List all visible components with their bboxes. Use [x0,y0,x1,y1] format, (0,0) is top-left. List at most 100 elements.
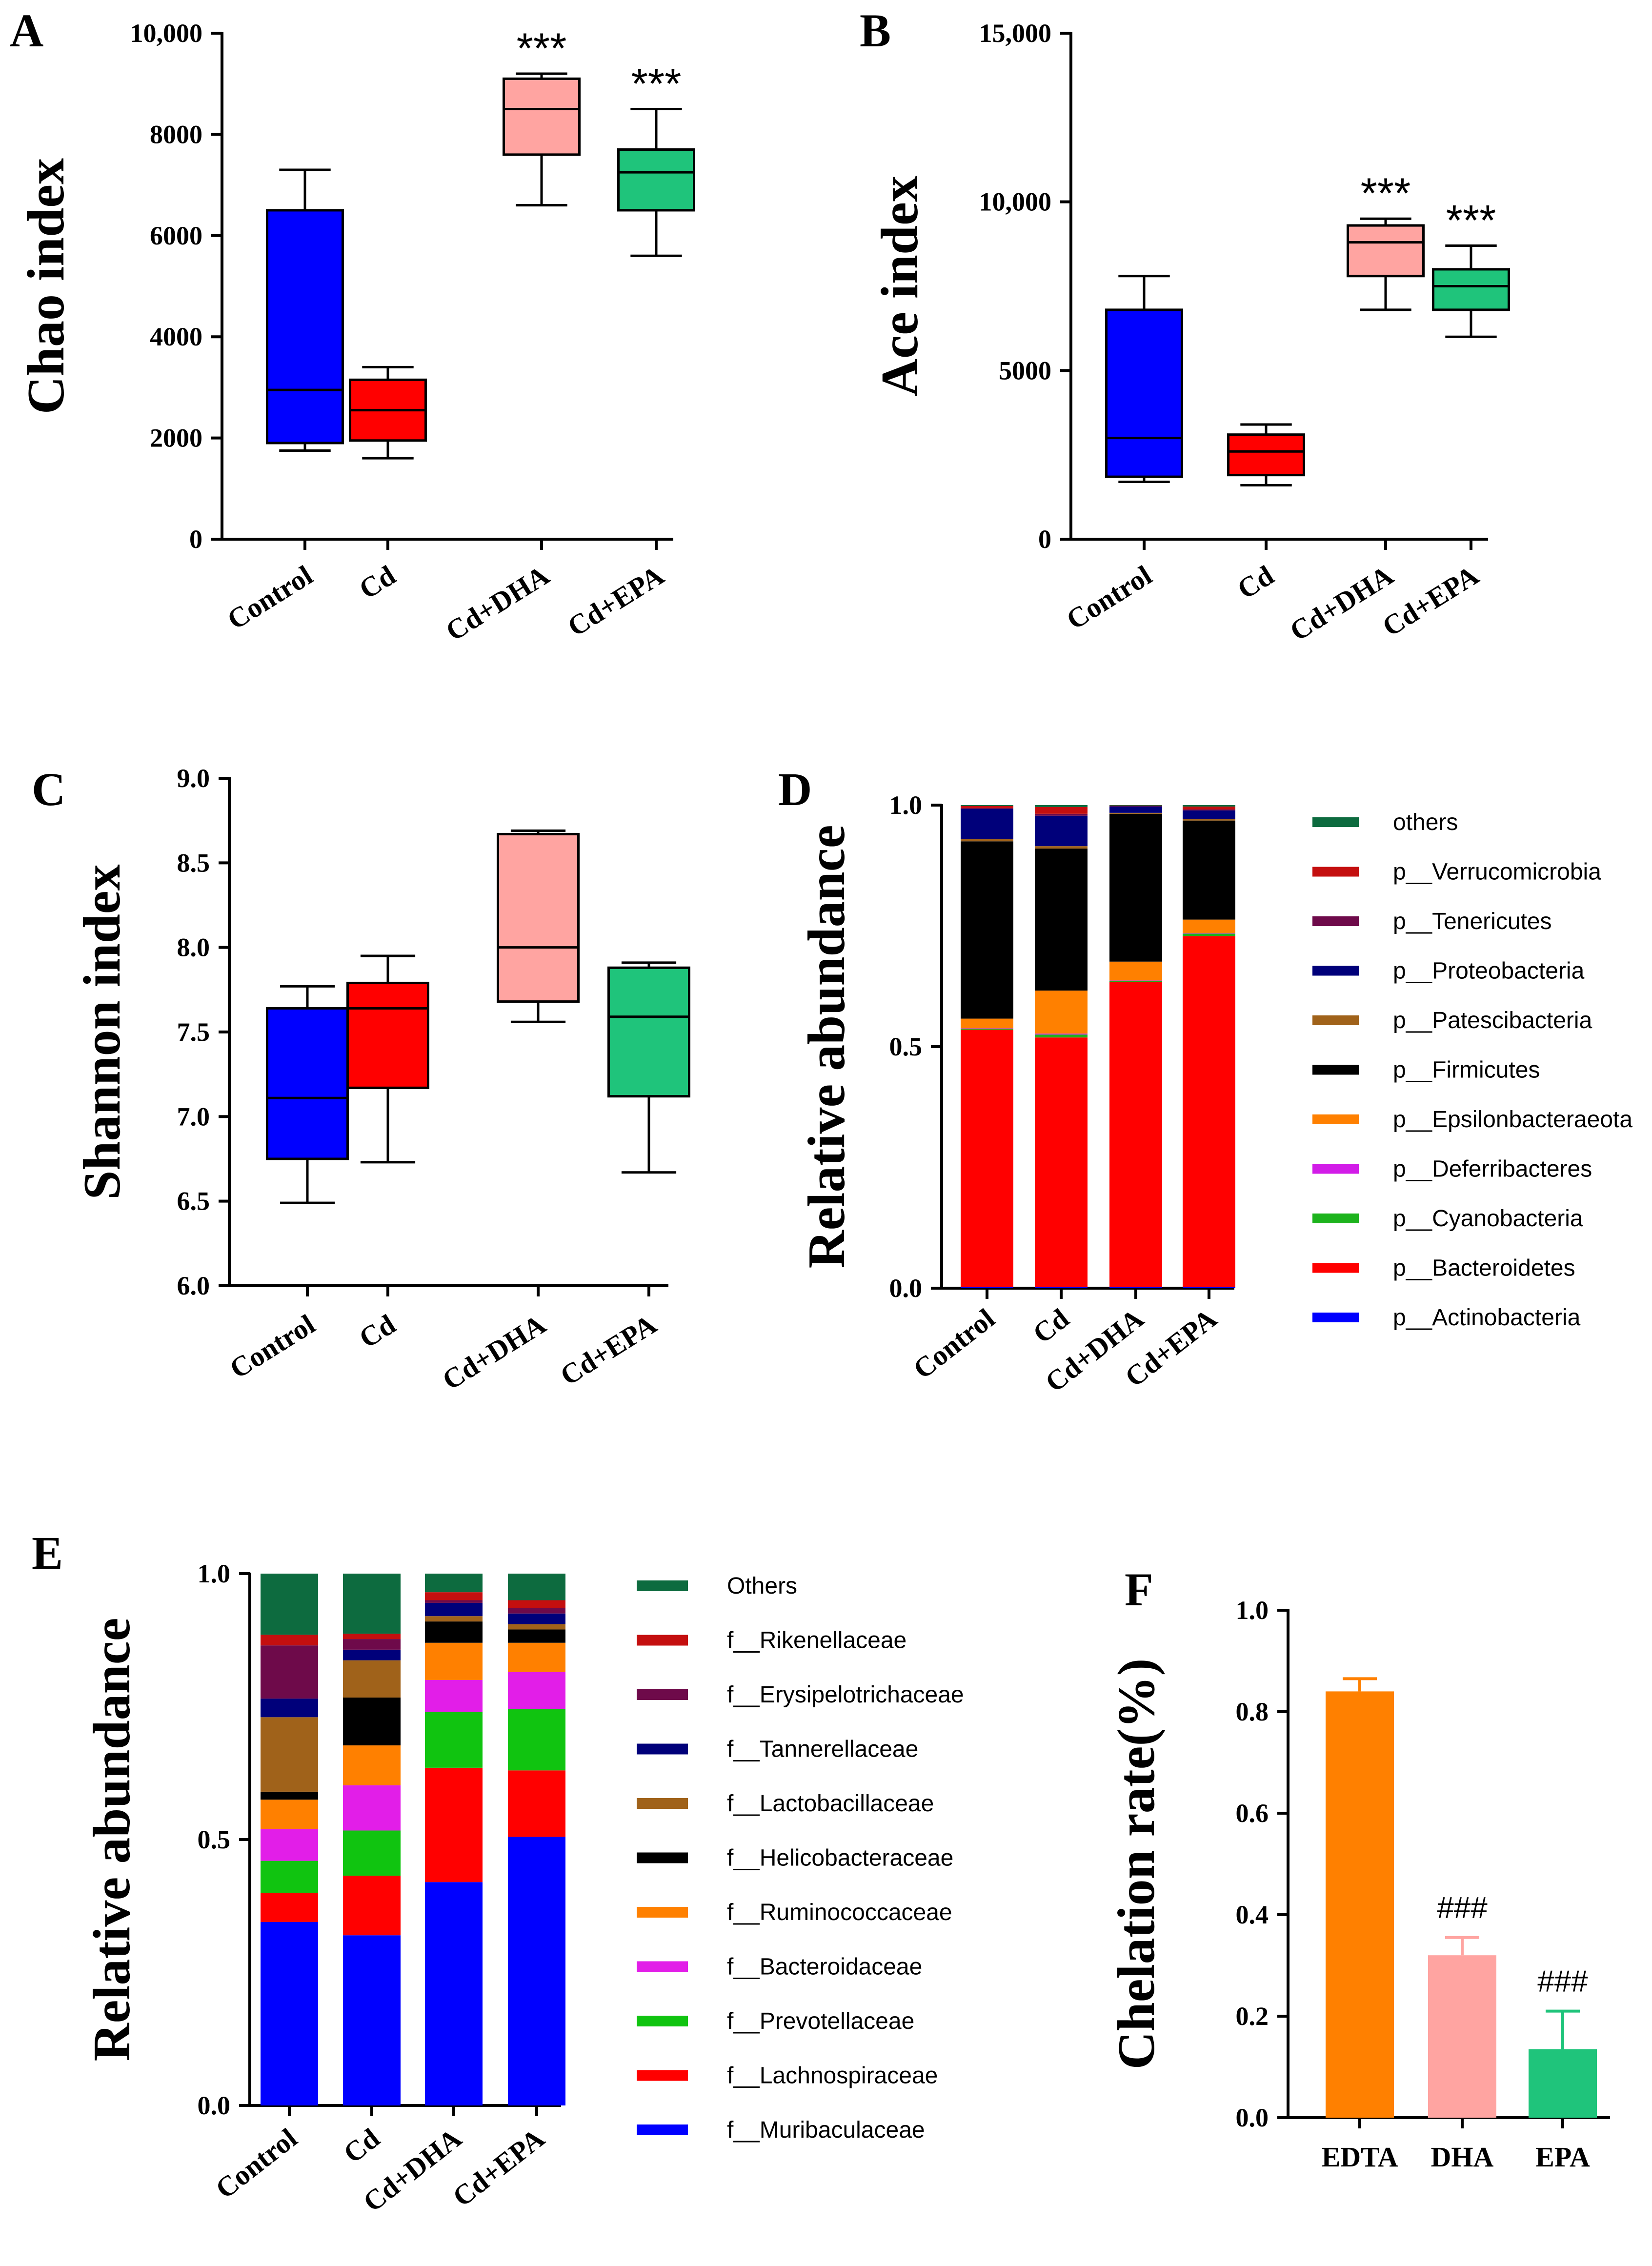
bar-segment-cd-f-rikenellaceae [343,1634,401,1639]
box-control [266,1007,349,1160]
bar-segment-cd-epa-f-lachnospiraceae [508,1770,565,1837]
box-cd-dha [497,832,580,1003]
bar-segment-cd-dha-others [1109,805,1162,806]
legend-swatch-p-deferribacteres [1312,1164,1359,1174]
bar-segment-cd-epa-f-rikenellaceae [508,1600,565,1608]
y-tick-label: 5000 [999,356,1051,385]
legend-swatch-f-muribaculaceae [637,2124,688,2135]
bar-segment-cd-p-tenericutes [1035,813,1088,816]
bar-segment-cd-others [1035,805,1088,807]
bar-segment-control-f-bacteroidaceae [261,1829,318,1861]
legend-swatch-p-firmicutes [1312,1065,1359,1075]
x-tick-label-cd-epa: Cd+EPA [555,1308,662,1392]
y-axis-title: Shannon index [73,864,131,1199]
bar-segment-cd-f-bacteroidaceae [343,1785,401,1831]
panel-f: F 0.0 0.2 0.4 0.6 0.8 1.0 Chelation rate(%) EDTA… [1108,1563,1610,2173]
y-tick-label: 10,000 [130,19,203,48]
bar-segment-cd-dha-others [425,1574,483,1593]
bar-segment-control-f-rikenellaceae [261,1635,318,1646]
bar-segment-cd-f-helicobacteraceae [343,1697,401,1746]
box-control [266,209,344,445]
legend-swatch-others [637,1580,688,1591]
bar-segment-cd-dha-f-bacteroidaceae [425,1680,483,1712]
legend-label-p-firmicutes: p__Firmicutes [1393,1057,1540,1083]
legend-swatch-f-lachnospiraceae [637,2070,688,2081]
panel-a: A 0 2000 4000 6000 8000 10,000 Chao index Contro… [10,4,695,647]
x-tick-label-cd-dha: Cd+DHA [437,1308,551,1396]
bar-segment-cd-f-prevotellaceae [343,1830,401,1876]
box-cd-epa [1432,268,1510,311]
y-tick-label: 0.4 [1236,1900,1269,1929]
x-tick-label-cd: Cd [354,559,401,605]
bar-segment-cd-dha-p-deferribacteres [1109,980,1162,981]
box-control [1105,308,1183,478]
y-axis-title: Chao index [17,158,75,414]
legend-swatch-p-cyanobacteria [1312,1214,1359,1223]
legend-label-others: others [1393,809,1458,835]
bar-segment-control-f-helicobacteraceae [261,1791,318,1800]
bar-segment-cd-p-deferribacteres [1035,1033,1088,1035]
legend-label-p-epsilonbacteraeota: p__Epsilonbacteraeota [1393,1107,1632,1133]
legend-swatch-f-lactobacillaceae [637,1798,688,1809]
y-tick-label: 6000 [150,221,202,250]
bar-segment-cd-p-epsilonbacteraeota [1035,991,1088,1034]
legend-label-p-cyanobacteria: p__Cyanobacteria [1393,1206,1583,1232]
bar-segment-control-p-patescibacteria [961,839,1013,842]
bar-segment-cd-dha-f-erysipelotrichaceae [425,1600,483,1603]
y-axis-title: Relative abundance [83,1618,141,2061]
legend-swatch-p-proteobacteria [1312,966,1359,976]
x-tick-label-cd-dha: Cd+DHA [440,559,555,647]
panel-letter-a: A [10,4,43,57]
y-tick-label: 7.0 [177,1102,210,1131]
bar-segment-cd-epa-f-prevotellaceae [508,1709,565,1771]
bar-segment-control-f-tannerellaceae [261,1699,318,1718]
y-axis-title: Ace index [871,176,929,397]
legend-label-p-patescibacteria: p__Patescibacteria [1393,1008,1592,1033]
x-tick-label-control: Control [209,2122,303,2205]
box-cd-epa [607,966,690,1098]
x-tick-label-cd: Cd [1027,1302,1075,1350]
legend-label-f-lactobacillaceae: f__Lactobacillaceae [727,1791,934,1817]
legend-swatch-p-tenericutes [1312,916,1359,926]
x-tick-label-control: Control [224,1308,321,1385]
bar-segment-cd-dha-f-lactobacillaceae [425,1616,483,1622]
box-cd-dha [503,77,581,156]
bar-segment-cd-p-verrucomicrobia [1035,807,1088,814]
legend-label-f-lachnospiraceae: f__Lachnospiraceae [727,2063,938,2089]
legend-swatch-p-verrucomicrobia [1312,867,1359,877]
panel-letter-b: B [860,4,891,57]
bar-segment-cd-epa-f-lactobacillaceae [508,1624,565,1630]
bar-segment-control-p-firmicutes [961,841,1013,1019]
panel-e: E 0.0 0.5 1.0 Relative abundance Control Cd Cd+… [32,1527,964,2218]
y-tick-label: 6.0 [177,1271,210,1300]
bar-segment-cd-epa-f-bacteroidaceae [508,1672,565,1709]
bar-segment-cd-f-ruminococcaceae [343,1745,401,1785]
legend-swatch-f-rikenellaceae [637,1635,688,1646]
bar-segment-control-f-lactobacillaceae [261,1717,318,1792]
bar-segment-cd-p-cyanobacteria [1035,1034,1088,1038]
bar-segment-control-p-proteobacteria [961,809,1013,839]
x-tick-label-control: Control [907,1302,1001,1385]
bar-segment-cd-dha-f-lachnospiraceae [425,1767,483,1882]
bar-segment-cd-epa-p-patescibacteria [1183,819,1235,821]
bar-segment-control-p-deferribacteres [961,1028,1013,1029]
y-tick-label: 0 [189,525,202,554]
y-tick-label: 0.2 [1236,2002,1269,2031]
bar-segment-cd-epa-p-epsilonbacteraeota [1183,919,1235,933]
bar-segment-cd-f-erysipelotrichaceae [343,1639,401,1650]
legend-swatch-p-actinobacteria [1312,1313,1359,1322]
bar-segment-cd-dha-f-ruminococcaceae [425,1642,483,1680]
x-tick-label-control: Control [222,559,318,636]
x-tick-label-cd: Cd [354,1308,401,1354]
bar-segment-cd-dha-p-epsilonbacteraeota [1109,961,1162,981]
x-tick-label-cd-dha: Cd+DHA [1284,559,1399,647]
legend-label-p-proteobacteria: p__Proteobacteria [1393,958,1585,984]
bar-segment-cd-epa-f-ruminococcaceae [508,1642,565,1672]
bar-segment-cd-epa-p-firmicutes [1183,820,1235,920]
bar-segment-cd-dha-p-proteobacteria [1109,806,1162,813]
significance-cd-epa: *** [1446,196,1496,244]
bar-segment-cd-dha-f-muribaculaceae [425,1882,483,2105]
bar-segment-control-others [961,805,1013,806]
y-tick-label: 6.5 [177,1187,210,1216]
